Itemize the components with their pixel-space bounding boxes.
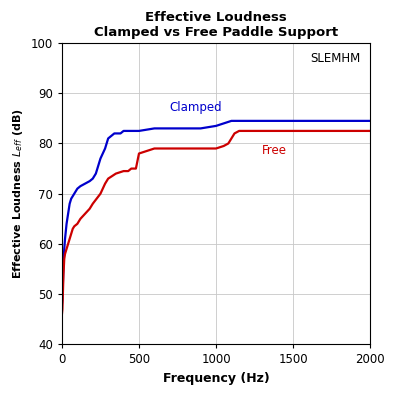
Title: Effective Loudness
Clamped vs Free Paddle Support: Effective Loudness Clamped vs Free Paddl… [94, 11, 338, 39]
Text: Clamped: Clamped [170, 101, 223, 114]
Y-axis label: Effective Loudness $L_{eff}$ (dB): Effective Loudness $L_{eff}$ (dB) [11, 109, 25, 279]
Text: Free: Free [262, 143, 287, 156]
Text: SLEMHM: SLEMHM [310, 52, 361, 65]
X-axis label: Frequency (Hz): Frequency (Hz) [163, 372, 269, 385]
